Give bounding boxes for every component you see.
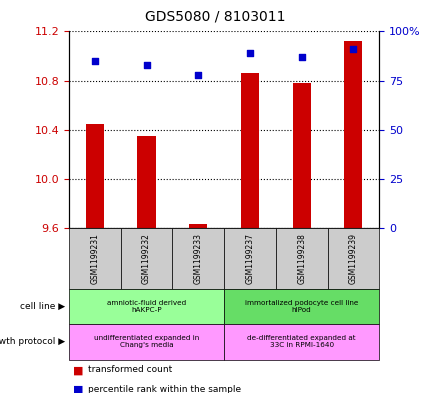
Text: cell line ▶: cell line ▶ (19, 302, 64, 311)
Bar (69, 324, 224, 360)
Bar (69, 289, 224, 324)
Text: percentile rank within the sample: percentile rank within the sample (88, 385, 241, 393)
Text: ■: ■ (73, 385, 83, 393)
Bar (224, 324, 378, 360)
Text: GDS5080 / 8103011: GDS5080 / 8103011 (145, 10, 285, 24)
Point (143, 62, 150, 68)
Text: GSM1199237: GSM1199237 (245, 233, 254, 284)
Text: ■: ■ (73, 365, 83, 375)
Bar (292, 83, 310, 228)
Bar (189, 224, 207, 228)
Text: GSM1199232: GSM1199232 (142, 233, 150, 284)
Bar (120, 228, 172, 289)
Text: GSM1199233: GSM1199233 (194, 233, 202, 284)
Bar (172, 228, 224, 289)
Text: transformed count: transformed count (88, 365, 172, 375)
Bar (344, 41, 362, 228)
Point (194, 72, 201, 78)
Text: GSM1199238: GSM1199238 (297, 233, 305, 284)
Text: GSM1199231: GSM1199231 (90, 233, 99, 284)
Bar (224, 228, 275, 289)
Text: amniotic-fluid derived
hAKPC-P: amniotic-fluid derived hAKPC-P (107, 300, 186, 313)
Bar (240, 73, 258, 228)
Text: immortalized podocyte cell line
hIPod: immortalized podocyte cell line hIPod (244, 300, 358, 313)
Bar (327, 228, 378, 289)
Bar (86, 123, 104, 228)
Point (91, 58, 98, 64)
Point (246, 50, 253, 56)
Bar (137, 136, 155, 228)
Text: GSM1199239: GSM1199239 (348, 233, 357, 284)
Bar (224, 289, 378, 324)
Text: undifferentiated expanded in
Chang's media: undifferentiated expanded in Chang's med… (94, 335, 199, 349)
Bar (69, 228, 120, 289)
Bar (275, 228, 327, 289)
Point (349, 46, 356, 52)
Point (298, 54, 304, 60)
Text: de-differentiated expanded at
33C in RPMI-1640: de-differentiated expanded at 33C in RPM… (247, 335, 355, 349)
Text: growth protocol ▶: growth protocol ▶ (0, 338, 64, 346)
